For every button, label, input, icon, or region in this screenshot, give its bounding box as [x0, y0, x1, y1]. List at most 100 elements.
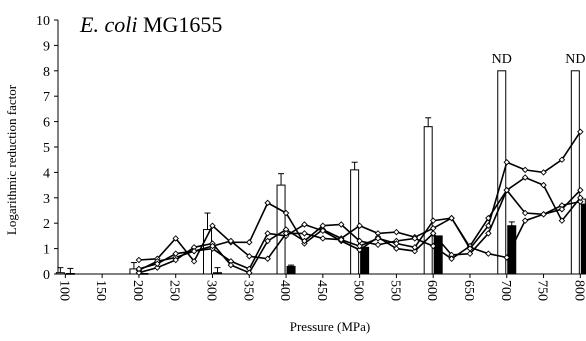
x-tick-label: 300 — [203, 280, 218, 301]
annotations: ND ND — [492, 52, 586, 67]
y-tick-label: 7 — [43, 90, 50, 105]
annotation-label: ND — [565, 52, 585, 67]
y-axis-label: Logarithmic reduction factor — [4, 84, 19, 235]
y-tick-label: 9 — [43, 39, 50, 54]
diamond-marker — [393, 240, 400, 247]
x-tick-label: 600 — [424, 280, 439, 301]
y-tick-label: 5 — [43, 141, 50, 156]
diamond-marker — [466, 245, 474, 252]
x-tick-label: 150 — [93, 280, 108, 301]
diamond-marker — [227, 237, 235, 245]
diamond-marker — [246, 269, 253, 276]
x-tick-label: 350 — [240, 280, 255, 301]
x-tick-label: 100 — [56, 280, 71, 301]
diamond-marker — [521, 166, 529, 174]
diamond-marker — [301, 237, 308, 245]
y-tick-label: 10 — [36, 14, 50, 29]
bar-white — [497, 70, 507, 275]
diamond-marker — [374, 241, 382, 249]
bar-black — [507, 225, 517, 275]
line-series — [135, 128, 584, 276]
diamond-marker — [319, 222, 327, 229]
y-tick-label: 1 — [43, 243, 50, 258]
diamond-marker — [190, 258, 198, 265]
bar-black — [65, 272, 75, 275]
diamond-marker — [577, 186, 584, 194]
diamond-marker — [374, 235, 382, 242]
diamond-marker — [172, 250, 179, 257]
y-tick-label: 0 — [43, 268, 50, 283]
diamond-marker — [485, 230, 492, 237]
diamond-marker — [393, 228, 400, 236]
diamond-marker — [246, 239, 253, 246]
diamond-marker — [558, 205, 566, 213]
chart-title-rest: MG1655 — [137, 12, 222, 37]
diamond-marker — [540, 181, 547, 189]
diamond-marker — [429, 242, 437, 250]
diamond-marker — [154, 260, 161, 268]
chart-title-italic: E. coli — [79, 12, 137, 37]
diamond-marker — [337, 236, 345, 243]
diamond-marker — [301, 230, 308, 237]
diamond-marker — [209, 242, 216, 250]
bar-black — [433, 235, 443, 275]
bar-white — [55, 272, 65, 275]
diamond-marker — [485, 222, 492, 229]
diamond-marker — [172, 256, 179, 264]
diamond-marker — [429, 230, 437, 237]
diamond-marker — [319, 227, 327, 235]
x-tick-label: 550 — [387, 280, 402, 301]
bar-white — [423, 126, 433, 275]
bar-black — [212, 272, 222, 275]
diamond-marker — [577, 128, 584, 135]
x-tick-label: 800 — [571, 280, 586, 301]
x-tick-label: 750 — [535, 280, 550, 301]
diamond-marker — [503, 159, 510, 166]
diamond-marker — [448, 214, 455, 222]
bar-white — [570, 70, 580, 275]
y-tick-label: 2 — [43, 217, 50, 232]
bar-white — [350, 169, 360, 275]
diamond-marker — [540, 169, 547, 176]
diamond-marker — [135, 256, 143, 264]
diamond-marker — [356, 242, 363, 250]
y-tick-label: 4 — [43, 166, 50, 181]
bar-black — [360, 246, 370, 275]
diamond-marker — [209, 222, 216, 229]
diamond-marker — [577, 194, 584, 202]
diamond-marker — [411, 247, 419, 255]
diamond-marker — [503, 254, 510, 261]
diamond-marker — [356, 246, 363, 254]
diamond-marker — [521, 209, 529, 217]
x-tick-label: 500 — [351, 280, 366, 301]
axes: 0 1 2 3 4 5 6 7 8 9 10 100 150 200 250 300 350 400 450 500 5… — [36, 14, 586, 301]
y-tick-label: 8 — [43, 65, 50, 80]
x-tick-label: 450 — [314, 280, 329, 301]
diamond-marker — [503, 186, 510, 194]
x-tick-label: 650 — [461, 280, 476, 301]
diamond-marker — [319, 235, 327, 242]
diamond-marker — [135, 269, 143, 276]
diamond-marker — [485, 250, 492, 257]
diamond-marker — [135, 265, 143, 273]
diamond-marker — [172, 235, 179, 242]
diamond-marker — [411, 244, 419, 251]
diamond-marker — [540, 211, 547, 218]
y-tick-label: 6 — [43, 116, 50, 131]
diamond-marker — [264, 230, 271, 237]
diamond-marker — [282, 209, 290, 217]
x-axis-label: Pressure (MPa) — [290, 319, 371, 334]
bars — [55, 70, 586, 275]
diamond-marker — [246, 252, 253, 260]
diamond-marker — [264, 237, 271, 245]
diamond-marker — [154, 264, 161, 271]
diamond-marker — [558, 217, 566, 224]
diamond-marker — [429, 217, 437, 224]
diamond-marker — [264, 255, 271, 262]
bar-black — [286, 265, 296, 275]
diamond-marker — [448, 255, 455, 262]
x-tick-label: 250 — [167, 280, 182, 301]
x-tick-label: 400 — [277, 280, 292, 301]
bar-black — [580, 203, 586, 275]
